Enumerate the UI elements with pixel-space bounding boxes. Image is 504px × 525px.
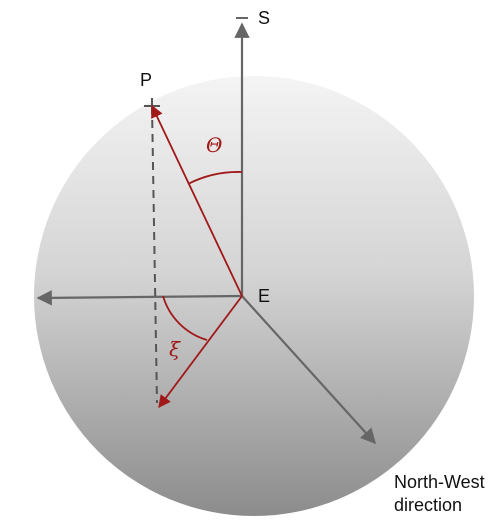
label-s: S: [258, 8, 270, 28]
theta-angle-arc: [187, 171, 243, 185]
label-theta: Θ: [206, 133, 222, 157]
vector-e-to-projection: [158, 295, 243, 409]
label-xi: ξ: [169, 337, 181, 361]
xi-angle-arc: [162, 295, 208, 341]
vector-e-to-p: [151, 104, 243, 297]
label-direction-line2: direction: [394, 495, 462, 515]
sphere: [34, 76, 474, 516]
label-direction-line1: North-West: [394, 472, 485, 492]
axis-horizontal-west: [36, 290, 243, 306]
label-p: P: [140, 70, 152, 90]
axis-north-west: [241, 295, 377, 445]
projection-dashed-line: [151, 105, 158, 404]
label-e: E: [258, 286, 270, 306]
